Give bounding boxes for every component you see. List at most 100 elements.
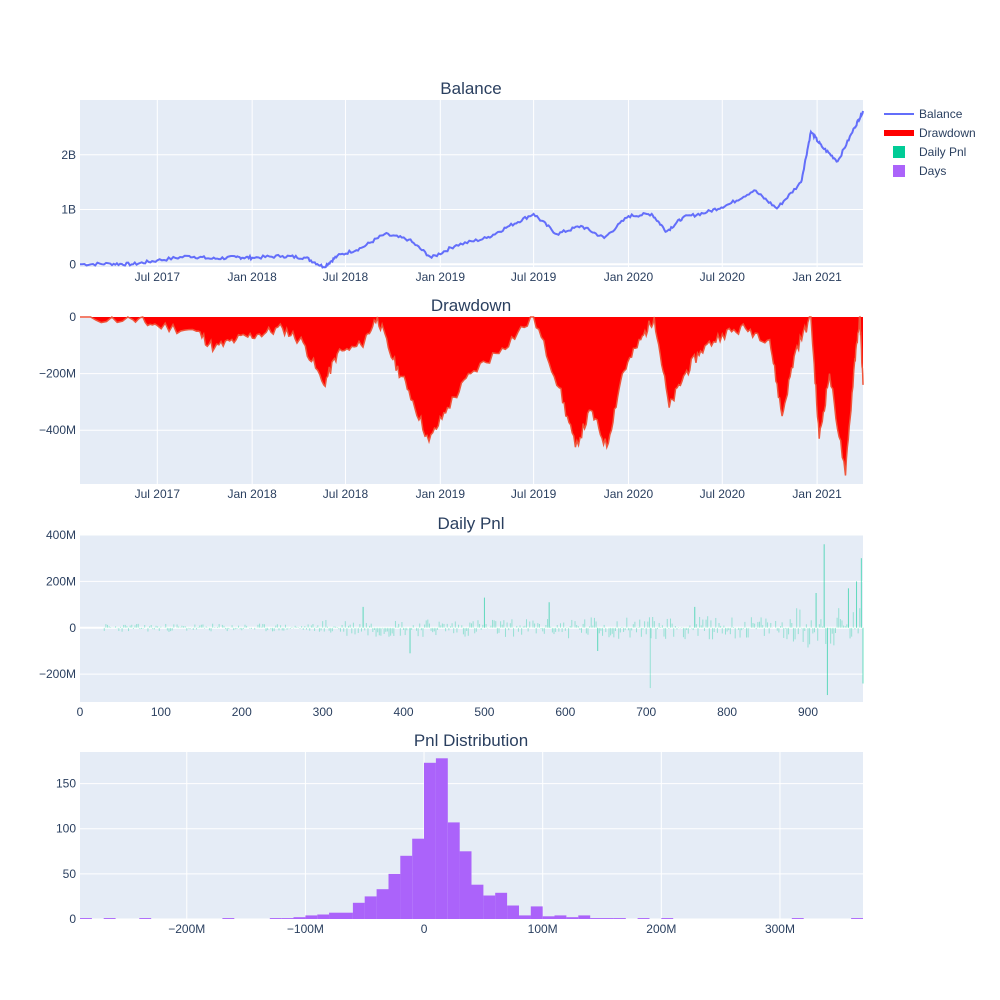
legend-label-daily-pnl: Daily Pnl [919,145,966,159]
balance-y-ticks: 0 1B 2B [61,148,76,272]
daily-pnl-x-ticks: 0 100 200 300 400 500 600 700 800 900 [77,705,819,719]
pnl-distribution-bar [519,915,531,919]
pnl-distribution-bar [269,918,282,919]
legend-item-balance[interactable]: Balance [884,107,963,121]
daily-pnl-y-tick-label: 0 [69,621,76,635]
pnl-distribution-bar [293,917,306,919]
legend-swatch-daily-pnl [893,146,905,158]
daily-pnl-y-tick-label: 400M [46,528,76,542]
balance-x-tick-label: Jul 2017 [135,270,181,284]
pnl-distribution-series [80,758,863,919]
drawdown-x-tick-label: Jan 2020 [604,487,654,501]
daily-pnl-x-tick-label: 800 [717,705,737,719]
pnl-distribution-bar [459,851,472,919]
legend-swatch-days [893,165,905,177]
legend-label-balance: Balance [919,107,963,121]
pnl-distribution-bar [495,892,508,919]
balance-x-tick-label: Jul 2018 [323,270,369,284]
legend-item-daily-pnl[interactable]: Daily Pnl [893,145,966,159]
daily-pnl-x-tick-label: 700 [636,705,656,719]
drawdown-x-tick-label: Jan 2018 [227,487,277,501]
daily-pnl-title: Daily Pnl [437,514,504,533]
pnl-distribution-bar [791,918,804,919]
pnl-distribution-bar [566,917,579,919]
balance-x-tick-label: Jul 2019 [511,270,557,284]
daily-pnl-x-tick-label: 600 [555,705,575,719]
pnl-distribution-y-tick-label: 50 [63,867,77,881]
balance-x-tick-label: Jan 2021 [792,270,842,284]
balance-y-tick-label: 0 [69,257,76,271]
pnl-distribution-panel: −200M −100M 0 100M 200M 300M 150 100 50 0 Pnl Di… [56,731,863,936]
pnl-distribution-bar [329,912,341,919]
pnl-distribution-bar [424,762,436,919]
drawdown-x-tick-label: Jul 2019 [511,487,557,501]
pnl-distribution-bar [139,918,152,919]
drawdown-title: Drawdown [431,296,511,315]
pnl-distribution-y-tick-label: 100 [56,822,76,836]
pnl-distribution-bar [400,855,413,919]
drawdown-panel: Jul 2017 Jan 2018 Jul 2018 Jan 2019 Jul 2019… [39,296,864,501]
drawdown-x-tick-label: Jul 2017 [135,487,181,501]
legend-label-days: Days [919,164,946,178]
daily-pnl-x-tick-label: 0 [77,705,84,719]
balance-y-tick-label: 2B [61,148,76,162]
pnl-distribution-bar [412,838,425,919]
daily-pnl-series [103,544,864,696]
drawdown-x-tick-label: Jan 2021 [792,487,842,501]
pnl-distribution-bar [388,873,401,919]
daily-pnl-x-tick-label: 500 [474,705,494,719]
pnl-distribution-bar [352,902,365,919]
pnl-distribution-bar [80,918,92,919]
pnl-distribution-y-ticks: 150 100 50 0 [56,777,76,926]
legend-item-days[interactable]: Days [893,164,946,178]
legend-label-drawdown: Drawdown [919,126,976,140]
legend: Balance Drawdown Daily Pnl Days [884,107,976,178]
daily-pnl-x-tick-label: 300 [313,705,333,719]
drawdown-y-ticks: 0 −200M −400M [39,310,76,437]
drawdown-y-tick-label: −200M [39,367,76,381]
pnl-distribution-bar [554,915,567,919]
balance-x-tick-label: Jan 2020 [604,270,654,284]
pnl-distribution-bar [602,918,614,919]
pnl-distribution-bar [222,918,235,919]
pnl-distribution-y-tick-label: 150 [56,777,76,791]
daily-pnl-x-tick-label: 900 [798,705,818,719]
daily-pnl-y-ticks: 400M 200M 0 −200M [39,528,76,681]
pnl-distribution-bar [542,916,555,919]
pnl-distribution-bar [341,912,353,919]
pnl-distribution-x-tick-label: 300M [765,922,795,936]
balance-x-tick-label: Jan 2018 [227,270,277,284]
balance-x-ticks: Jul 2017 Jan 2018 Jul 2018 Jan 2019 Jul 2019… [135,270,842,284]
balance-y-tick-label: 1B [61,203,76,217]
pnl-distribution-bar [317,914,330,919]
daily-pnl-x-tick-label: 100 [151,705,171,719]
pnl-distribution-title: Pnl Distribution [414,731,528,750]
daily-pnl-x-tick-label: 200 [232,705,252,719]
drawdown-y-tick-label: 0 [69,310,76,324]
pnl-distribution-x-tick-label: 200M [646,922,676,936]
pnl-distribution-bar [483,895,496,919]
pnl-distribution-bar [103,918,116,919]
pnl-distribution-x-tick-label: −100M [287,922,324,936]
balance-series [80,110,864,269]
pnl-distribution-bar [613,918,626,919]
drawdown-x-tick-label: Jul 2018 [323,487,369,501]
pnl-distribution-bar [281,918,294,919]
drawdown-x-tick-label: Jul 2020 [700,487,746,501]
drawdown-y-tick-label: −400M [39,423,76,437]
pnl-distribution-bar [590,918,602,919]
balance-plot-area [80,100,863,267]
pnl-distribution-bar [530,906,543,919]
pnl-distribution-bar [637,918,650,919]
pnl-distribution-bar [447,822,460,919]
balance-line [80,110,864,269]
pnl-distribution-x-tick-label: 0 [421,922,428,936]
pnl-distribution-y-tick-label: 0 [69,912,76,926]
pnl-distribution-bar [305,915,318,919]
daily-pnl-y-tick-label: 200M [46,574,76,588]
pnl-distribution-bar [661,918,674,919]
daily-pnl-gridlines [80,534,863,675]
drawdown-series [80,315,864,476]
legend-item-drawdown[interactable]: Drawdown [884,126,976,140]
drawdown-x-ticks: Jul 2017 Jan 2018 Jul 2018 Jan 2019 Jul 2019… [135,487,842,501]
